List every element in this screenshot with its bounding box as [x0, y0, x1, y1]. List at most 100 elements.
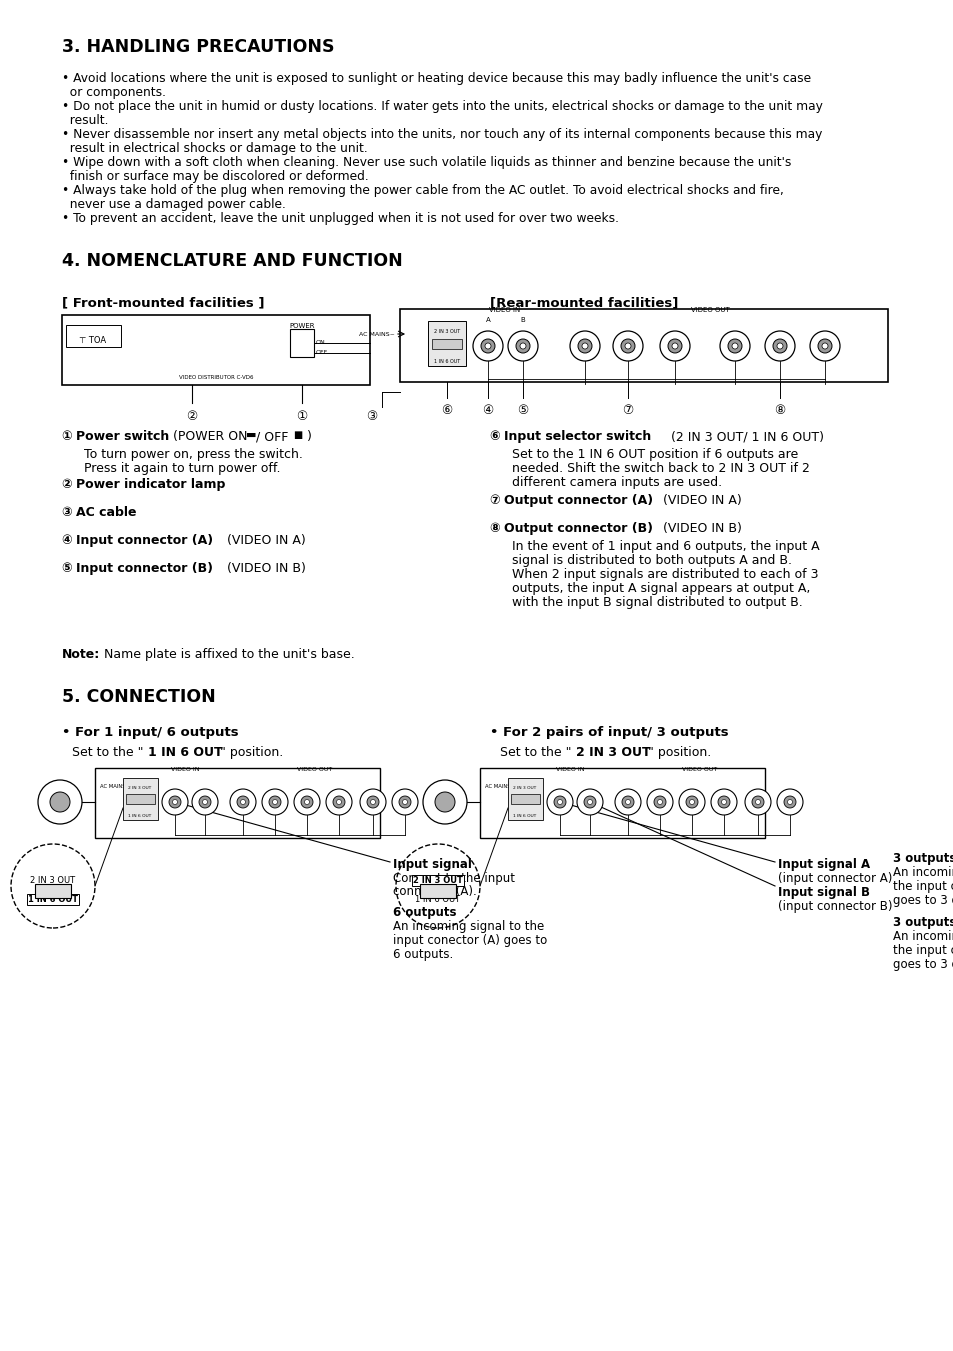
Circle shape — [333, 796, 345, 808]
Text: AC MAINS~: AC MAINS~ — [484, 784, 515, 789]
Text: To turn power on, press the switch.: To turn power on, press the switch. — [84, 449, 302, 461]
Circle shape — [473, 331, 502, 361]
Circle shape — [169, 796, 181, 808]
Circle shape — [192, 789, 218, 815]
Bar — [507, 778, 542, 820]
Circle shape — [50, 792, 70, 812]
Circle shape — [710, 789, 737, 815]
Circle shape — [336, 800, 341, 804]
Circle shape — [199, 796, 211, 808]
Circle shape — [613, 331, 642, 361]
Text: 2 IN 3 OUT: 2 IN 3 OUT — [413, 875, 462, 885]
Bar — [126, 794, 154, 804]
Circle shape — [326, 789, 352, 815]
Circle shape — [359, 789, 386, 815]
Circle shape — [654, 796, 665, 808]
Circle shape — [202, 800, 208, 804]
Text: Output connector (B): Output connector (B) — [503, 521, 652, 535]
Circle shape — [751, 796, 763, 808]
Text: • Avoid locations where the unit is exposed to sunlight or heating device becaus: • Avoid locations where the unit is expo… — [62, 72, 810, 85]
Text: ⑦: ⑦ — [490, 494, 504, 507]
Text: An incoming signal to the: An incoming signal to the — [393, 920, 543, 934]
Text: ①: ① — [62, 430, 77, 443]
Circle shape — [162, 789, 188, 815]
Text: VIDEO IN: VIDEO IN — [489, 307, 520, 313]
Text: 2 IN 3 OUT: 2 IN 3 OUT — [129, 786, 152, 790]
Text: 6 outputs: 6 outputs — [393, 907, 456, 919]
Text: (POWER ON: (POWER ON — [169, 430, 252, 443]
Bar — [432, 339, 461, 349]
Text: ): ) — [303, 430, 312, 443]
Text: Input connector (A): Input connector (A) — [76, 534, 213, 547]
Circle shape — [480, 339, 495, 353]
Circle shape — [435, 792, 455, 812]
Text: 3. HANDLING PRECAUTIONS: 3. HANDLING PRECAUTIONS — [62, 38, 335, 55]
Text: ⑥: ⑥ — [441, 404, 452, 417]
Circle shape — [809, 331, 840, 361]
Circle shape — [620, 339, 635, 353]
Text: outputs, the input A signal appears at output A,: outputs, the input A signal appears at o… — [512, 582, 809, 594]
Circle shape — [301, 796, 313, 808]
Text: 4. NOMENCLATURE AND FUNCTION: 4. NOMENCLATURE AND FUNCTION — [62, 253, 402, 270]
Text: • To prevent an accident, leave the unit unplugged when it is not used for over : • To prevent an accident, leave the unit… — [62, 212, 618, 226]
Text: Connect to the input: Connect to the input — [393, 871, 515, 885]
Text: ③: ③ — [62, 507, 77, 519]
Text: ⊤ TOA: ⊤ TOA — [79, 336, 107, 345]
Text: Press it again to turn power off.: Press it again to turn power off. — [84, 462, 280, 476]
Circle shape — [236, 796, 249, 808]
Text: 2 IN 3 OUT: 2 IN 3 OUT — [434, 330, 459, 334]
Text: ■: ■ — [293, 430, 302, 440]
Text: ON: ON — [315, 340, 325, 346]
Text: never use a damaged power cable.: never use a damaged power cable. — [62, 199, 286, 211]
Circle shape — [621, 796, 634, 808]
Bar — [95, 767, 379, 838]
Bar — [511, 794, 539, 804]
Text: • Do not place the unit in humid or dusty locations. If water gets into the unit: • Do not place the unit in humid or dust… — [62, 100, 822, 113]
Text: / OFF: / OFF — [255, 430, 292, 443]
Text: 1 IN 6 OUT: 1 IN 6 OUT — [129, 815, 152, 817]
Circle shape — [755, 800, 760, 804]
Text: Output connector (A): Output connector (A) — [503, 494, 653, 507]
Text: the input conector (B): the input conector (B) — [892, 944, 953, 957]
Text: (VIDEO IN B): (VIDEO IN B) — [659, 521, 741, 535]
Circle shape — [516, 339, 530, 353]
Circle shape — [625, 800, 630, 804]
Circle shape — [240, 800, 245, 804]
Text: ⑧: ⑧ — [490, 521, 504, 535]
Circle shape — [727, 339, 741, 353]
Circle shape — [484, 343, 491, 349]
Circle shape — [519, 343, 525, 349]
Circle shape — [304, 800, 309, 804]
Text: (input connector B): (input connector B) — [778, 900, 892, 913]
Text: different camera inputs are used.: different camera inputs are used. — [512, 476, 721, 489]
Text: result in electrical shocks or damage to the unit.: result in electrical shocks or damage to… — [62, 142, 367, 155]
Circle shape — [731, 343, 738, 349]
Text: Set to the ": Set to the " — [499, 746, 571, 759]
Circle shape — [720, 800, 726, 804]
Bar — [419, 884, 456, 898]
Text: (VIDEO IN A): (VIDEO IN A) — [659, 494, 741, 507]
Text: input conector (A) goes to: input conector (A) goes to — [393, 934, 547, 947]
Text: ⑤: ⑤ — [517, 404, 528, 417]
Text: the input conector (A): the input conector (A) — [892, 880, 953, 893]
Text: • Never disassemble nor insert any metal objects into the units, nor touch any o: • Never disassemble nor insert any metal… — [62, 128, 821, 141]
Text: Power switch: Power switch — [76, 430, 169, 443]
Text: goes to 3 outputs.: goes to 3 outputs. — [892, 958, 953, 971]
Text: AC MAINS~: AC MAINS~ — [100, 784, 130, 789]
Text: 2 IN 3 OUT: 2 IN 3 OUT — [513, 786, 536, 790]
Circle shape — [38, 780, 82, 824]
Circle shape — [689, 800, 694, 804]
Text: ②: ② — [62, 478, 77, 490]
Text: In the event of 1 input and 6 outputs, the input A: In the event of 1 input and 6 outputs, t… — [512, 540, 819, 553]
Text: VIDEO IN: VIDEO IN — [171, 767, 199, 771]
Text: 6 outputs.: 6 outputs. — [393, 948, 453, 961]
Text: 1 IN 6 OUT: 1 IN 6 OUT — [434, 359, 459, 363]
Text: Power indicator lamp: Power indicator lamp — [76, 478, 225, 490]
Circle shape — [294, 789, 319, 815]
Text: ▬: ▬ — [246, 430, 256, 440]
Circle shape — [581, 343, 587, 349]
Text: signal is distributed to both outputs A and B.: signal is distributed to both outputs A … — [512, 554, 791, 567]
Circle shape — [578, 339, 592, 353]
Text: AC MAINS~: AC MAINS~ — [358, 331, 395, 336]
Circle shape — [557, 800, 562, 804]
